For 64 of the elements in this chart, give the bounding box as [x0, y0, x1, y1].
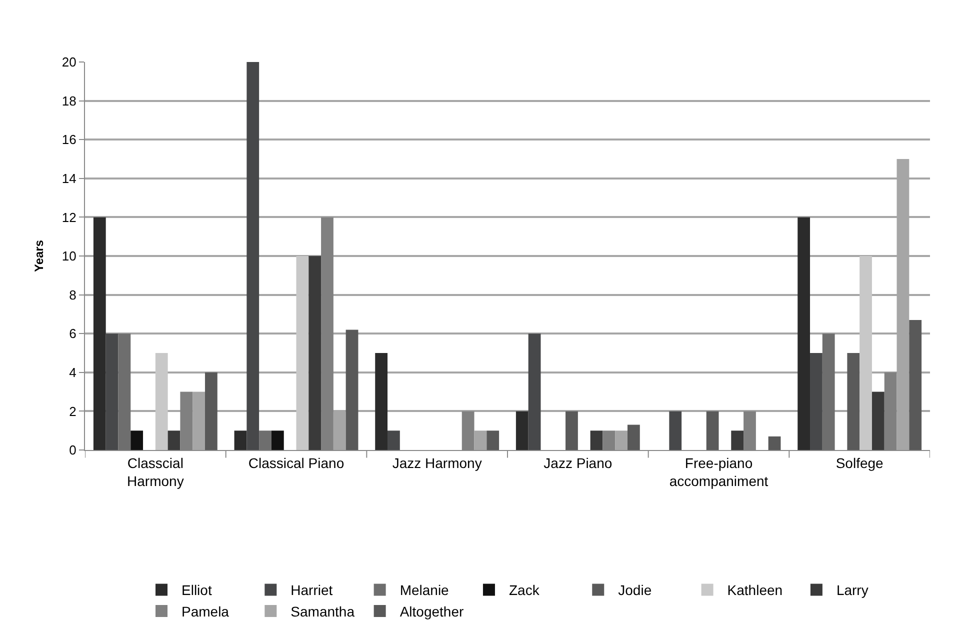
bar: [590, 430, 603, 450]
bar: [474, 430, 487, 450]
bar: [909, 320, 922, 450]
x-tick-label: Free-piano accompaniment: [669, 454, 768, 489]
bar: [516, 411, 528, 450]
y-tick-label: 14: [62, 170, 76, 186]
y-tick-label: 12: [62, 210, 76, 225]
y-tick-label: 0: [69, 442, 76, 458]
legend-label: Jodie: [618, 582, 652, 598]
y-tick-label: 16: [62, 132, 76, 148]
legend-label: Samantha: [290, 603, 355, 620]
x-tick-label: Jazz Harmony: [392, 454, 482, 471]
bar: [798, 217, 810, 450]
legend-label: Kathleen: [727, 582, 783, 598]
bar: [346, 330, 358, 450]
bar: [118, 334, 131, 450]
legend-label: Zack: [508, 582, 540, 598]
bar: [731, 430, 744, 450]
y-tick-label: 2: [69, 404, 76, 419]
x-tick-label: Classical Piano: [248, 454, 344, 471]
legend-label: Melanie: [400, 582, 450, 598]
legend-label: Elliot: [182, 582, 212, 598]
legend-label: Altogether: [400, 603, 464, 620]
y-tick-label: 4: [69, 364, 76, 380]
bar: [234, 430, 247, 450]
bar: [168, 430, 180, 450]
y-tick-label: 18: [62, 93, 76, 108]
legend-label: Larry: [836, 582, 868, 598]
bar: [810, 353, 822, 450]
bar: [308, 256, 322, 450]
bar: [486, 430, 500, 450]
bar: [246, 62, 260, 450]
bar: [204, 372, 218, 450]
bar: [388, 430, 400, 450]
bar: [130, 430, 144, 450]
bar: [872, 392, 884, 450]
bar: [847, 353, 860, 450]
bar: [296, 256, 309, 450]
y-tick-label: 8: [69, 287, 76, 302]
x-tick-label: Classcial Harmony: [127, 454, 184, 489]
bar: [93, 217, 106, 450]
bar: [528, 334, 541, 450]
y-tick-label: 6: [69, 326, 76, 342]
y-axis-title: Years: [32, 240, 46, 272]
bar: [155, 353, 168, 450]
bar: [259, 430, 272, 450]
bar: [192, 392, 205, 450]
bar: [706, 411, 719, 450]
legend-label: Pamela: [182, 603, 230, 620]
bar: [768, 436, 781, 450]
bar: [822, 334, 835, 450]
legend-label: Harriet: [290, 582, 333, 598]
bar: [375, 353, 388, 450]
y-tick-label: 10: [62, 248, 76, 264]
bar: [669, 411, 682, 450]
y-tick-label: 20: [62, 54, 76, 70]
bar: [627, 424, 640, 450]
x-tick-label: Solfege: [836, 454, 884, 471]
bar: [860, 256, 872, 450]
x-tick-label: Jazz Piano: [544, 454, 612, 471]
bar: [615, 430, 628, 450]
bar: [106, 334, 118, 450]
bar: [566, 411, 578, 450]
bar: [271, 430, 284, 450]
